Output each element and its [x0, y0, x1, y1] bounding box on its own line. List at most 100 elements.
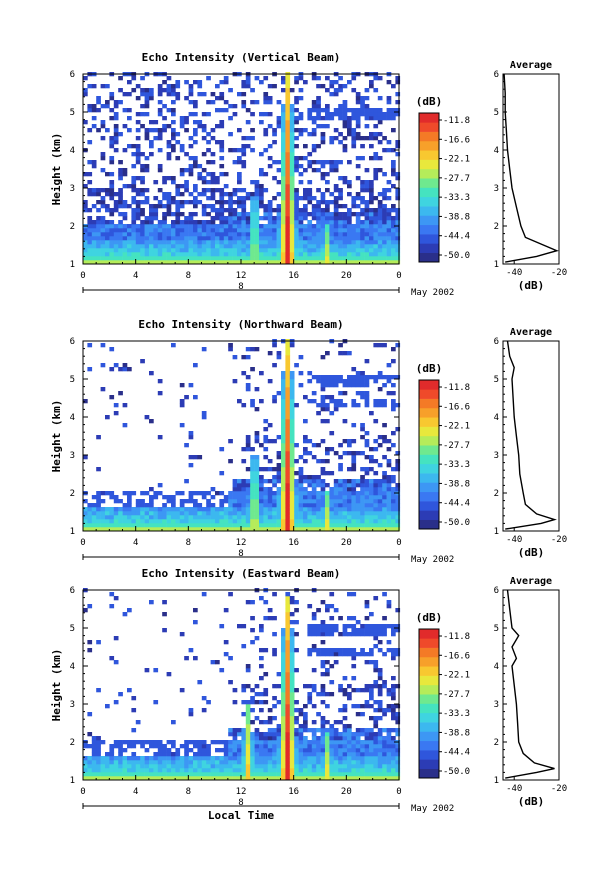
average-y-tick-label: 1 [494, 776, 499, 786]
colorbar-swatch [419, 647, 439, 658]
colorbar-unit: (dB) [416, 362, 443, 375]
colorbar-swatch [419, 463, 439, 474]
x-tick-label: 16 [288, 538, 299, 548]
panel-title: Echo Intensity (Northward Beam) [138, 318, 343, 331]
colorbar-swatch [419, 473, 439, 483]
y-tick-label: 4 [70, 413, 75, 423]
colorbar-frame [418, 379, 440, 530]
colorbar-frame [418, 628, 440, 779]
average-profile-line [503, 73, 559, 263]
colorbar-swatch [419, 712, 439, 723]
colorbar-unit: (dB) [416, 611, 443, 624]
date-label: May 2002 [411, 288, 454, 298]
y-axis-title: Height (km) [50, 649, 63, 722]
average-y-tick-label: 6 [494, 70, 499, 80]
x-tick-label: 12 [236, 271, 247, 281]
y-tick-label: 5 [70, 624, 75, 634]
day-label: 8 [238, 282, 243, 292]
colorbar-swatch [419, 380, 439, 390]
colorbar-swatch [419, 426, 439, 437]
x-tick-label: 4 [133, 538, 138, 548]
colorbar-swatch [419, 675, 439, 686]
day-label: 8 [238, 549, 243, 559]
colorbar-swatch [419, 510, 439, 520]
colorbar-tick-label: -33.3 [443, 193, 470, 203]
average-x-tick-label: -20 [551, 535, 567, 545]
y-tick-label: 6 [70, 70, 75, 80]
colorbar-swatch [419, 206, 439, 216]
x-tick-label: 8 [186, 787, 191, 797]
y-tick-label: 3 [70, 451, 75, 461]
colorbar: (dB)-11.8 -16.6 -22.1 -27.7 -33.3 -38.8 -44.4 -… [416, 362, 470, 530]
colorbar-tick-label: -33.3 [443, 709, 470, 719]
colorbar-swatch [419, 417, 439, 427]
average-y-tick-label: 2 [494, 489, 499, 499]
colorbar-tick-label: -38.8 [443, 212, 470, 222]
date-label: May 2002 [411, 555, 454, 565]
colorbar-swatch [419, 215, 439, 226]
average-y-tick-label: 6 [494, 337, 499, 347]
colorbar-frame [418, 112, 440, 263]
average-title: Average [510, 576, 552, 587]
y-tick-label: 1 [70, 260, 75, 270]
x-tick-label: 0 [80, 538, 85, 548]
x-tick-label: 8 [186, 538, 191, 548]
colorbar-swatch [419, 694, 439, 704]
y-tick-label: 5 [70, 108, 75, 118]
colorbar-swatch [419, 740, 439, 751]
echo-heatmap [83, 588, 401, 781]
colorbar-tick-label: -27.7 [443, 690, 470, 700]
colorbar-tick-label: -11.8 [443, 383, 470, 393]
colorbar-swatch [419, 122, 439, 132]
x-tick-label: 0 [80, 787, 85, 797]
colorbar-swatch [419, 389, 439, 399]
colorbar-swatch [419, 150, 439, 160]
average-y-tick-label: 5 [494, 624, 499, 634]
colorbar-swatch [419, 252, 439, 263]
y-tick-label: 3 [70, 184, 75, 194]
x-tick-label: 20 [341, 538, 352, 548]
average-y-tick-label: 2 [494, 738, 499, 748]
colorbar-tick-label: -16.6 [443, 402, 470, 412]
colorbar-tick-label: -50.0 [443, 251, 470, 261]
average-x-tick-label: -40 [506, 535, 522, 545]
colorbar-swatch [419, 482, 439, 493]
colorbar-swatch [419, 684, 439, 695]
average-y-tick-label: 5 [494, 108, 499, 118]
colorbar-tick-label: -22.1 [443, 422, 470, 432]
x-tick-label: 12 [236, 787, 247, 797]
y-tick-label: 4 [70, 146, 75, 156]
x-tick-label: 0 [396, 271, 401, 281]
y-tick-label: 3 [70, 700, 75, 710]
colorbar-swatch [419, 407, 439, 418]
colorbar-tick-label: -44.4 [443, 748, 470, 758]
colorbar-tick-label: -33.3 [443, 460, 470, 470]
average-profile-line [505, 589, 555, 779]
x-tick-label: 8 [186, 271, 191, 281]
x-tick-label: 20 [341, 787, 352, 797]
colorbar-tick-label: -50.0 [443, 518, 470, 528]
average-y-tick-label: 5 [494, 375, 499, 385]
colorbar-swatch [419, 703, 439, 714]
average-frame [502, 73, 560, 265]
colorbar-tick-label: -38.8 [443, 479, 470, 489]
y-tick-label: 2 [70, 489, 75, 499]
x-tick-label: 4 [133, 787, 138, 797]
average-y-tick-label: 4 [494, 146, 499, 156]
average-y-tick-label: 2 [494, 222, 499, 232]
colorbar: (dB)-11.8 -16.6 -22.1 -27.7 -33.3 -38.8 -44.4 -… [416, 611, 470, 779]
colorbar-swatch [419, 168, 439, 179]
colorbar-tick-label: -27.7 [443, 174, 470, 184]
y-tick-label: 2 [70, 738, 75, 748]
colorbar-swatch [419, 178, 439, 188]
average-title: Average [510, 60, 552, 71]
echo-heatmap [83, 72, 401, 265]
colorbar-swatch [419, 435, 439, 446]
colorbar-swatch [419, 398, 439, 409]
x-tick-label: 0 [396, 787, 401, 797]
colorbar-tick-label: -50.0 [443, 767, 470, 777]
colorbar-tick-label: -16.6 [443, 135, 470, 145]
average-x-tick-label: -20 [551, 784, 567, 794]
y-tick-label: 1 [70, 527, 75, 537]
